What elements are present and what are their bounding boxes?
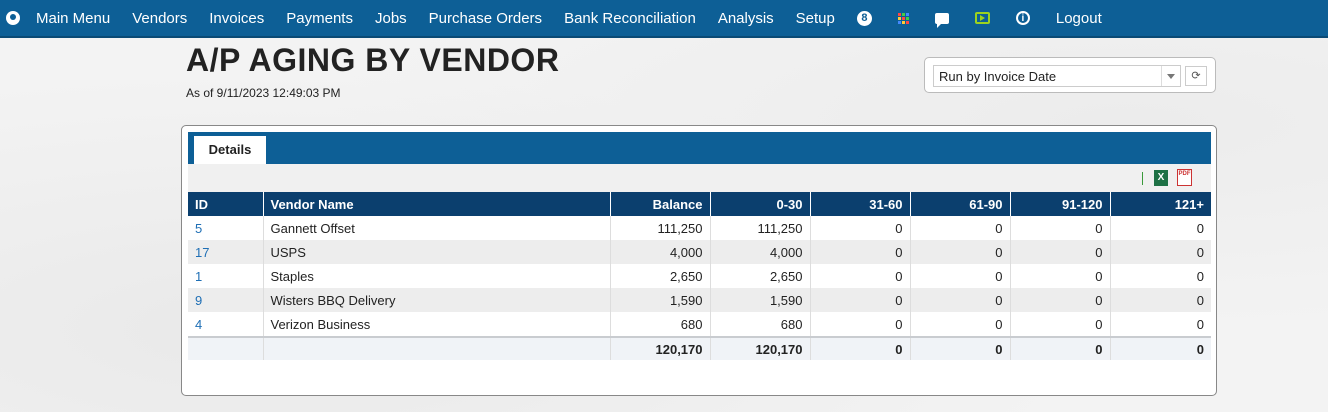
vendor-name: Staples <box>263 264 611 288</box>
aging-31-60-cell: 0 <box>810 264 911 288</box>
vendor-id-link[interactable]: 9 <box>188 288 264 312</box>
table-row: 5 Gannett Offset 111,250 111,250 0 0 0 0 <box>188 216 1211 240</box>
run-by-selected-value: Run by Invoice Date <box>939 69 1057 84</box>
aging-table: ID Vendor Name Balance 0-30 31-60 61-90 … <box>188 192 1211 360</box>
table-header-row: ID Vendor Name Balance 0-30 31-60 61-90 … <box>188 192 1211 216</box>
total-31-60: 0 <box>810 336 911 360</box>
aging-91-120-cell: 0 <box>1010 216 1111 240</box>
vendor-id-link[interactable]: 5 <box>188 216 264 240</box>
col-header-61-90[interactable]: 61-90 <box>910 192 1011 216</box>
vendor-id-link[interactable]: 4 <box>188 312 264 337</box>
balance-cell: 2,650 <box>610 264 711 288</box>
col-header-0-30[interactable]: 0-30 <box>710 192 811 216</box>
table-row: 1 Staples 2,650 2,650 0 0 0 0 <box>188 264 1211 288</box>
aging-61-90-cell: 0 <box>910 240 1011 264</box>
aging-121-plus-cell: 0 <box>1196 316 1204 332</box>
aging-121-plus-cell: 0 <box>1196 220 1204 236</box>
aging-61-90-cell: 0 <box>910 216 1011 240</box>
nav-logout[interactable]: Logout <box>1055 9 1102 27</box>
export-toolbar: X PDF <box>188 164 1211 192</box>
vendor-id-link[interactable]: 1 <box>188 264 264 288</box>
apps-grid-icon[interactable] <box>897 12 909 24</box>
aging-91-120-cell: 0 <box>1010 312 1111 337</box>
nav-bank-reconciliation[interactable]: Bank Reconciliation <box>564 9 696 27</box>
vendor-name: Verizon Business <box>263 312 611 337</box>
balance-cell: 1,590 <box>610 288 711 312</box>
details-panel: Details X PDF ID Vendor Name Balance 0-3… <box>181 125 1217 396</box>
run-by-box: Run by Invoice Date ⟳ <box>924 57 1216 93</box>
nav-main-menu[interactable]: Main Menu <box>36 9 111 27</box>
aging-61-90-cell: 0 <box>910 288 1011 312</box>
chat-icon[interactable] <box>934 12 949 28</box>
balance-cell: 4,000 <box>610 240 711 264</box>
totals-id-cell <box>188 336 264 360</box>
balance-cell: 111,250 <box>610 216 711 240</box>
total-0-30: 120,170 <box>710 336 811 360</box>
notification-badge-icon[interactable]: 8 <box>856 10 872 26</box>
aging-31-60-cell: 0 <box>810 312 911 337</box>
nav-vendors[interactable]: Vendors <box>132 9 188 27</box>
total-balance: 120,170 <box>610 336 711 360</box>
col-header-balance[interactable]: Balance <box>610 192 711 216</box>
refresh-button[interactable]: ⟳ <box>1185 66 1207 86</box>
aging-31-60-cell: 0 <box>810 288 911 312</box>
aging-0-30-cell: 2,650 <box>710 264 811 288</box>
total-91-120: 0 <box>1010 336 1111 360</box>
page-title: A/P AGING BY VENDOR <box>186 42 560 78</box>
pdf-export-icon[interactable]: PDF <box>1177 169 1192 186</box>
total-121-plus: 0 <box>1110 336 1211 360</box>
aging-121-plus-cell: 0 <box>1110 288 1211 312</box>
aging-0-30-cell: 111,250 <box>710 216 811 240</box>
excel-export-icon[interactable]: X <box>1154 170 1168 186</box>
col-header-121-plus[interactable]: 121+ <box>1110 192 1211 216</box>
table-row: 9 Wisters BBQ Delivery 1,590 1,590 0 0 0… <box>188 288 1211 312</box>
user-icon[interactable] <box>6 11 20 25</box>
aging-31-60-cell: 0 <box>810 216 911 240</box>
nav-analysis[interactable]: Analysis <box>717 9 774 27</box>
nav-invoices[interactable]: Invoices <box>209 9 265 27</box>
table-row: 4 Verizon Business 680 680 0 0 0 0 <box>188 312 1211 337</box>
table-row: 17 USPS 4,000 4,000 0 0 0 0 <box>188 240 1211 264</box>
col-header-vendor-name[interactable]: Vendor Name <box>263 192 611 216</box>
tab-bar: Details <box>188 132 1211 164</box>
video-tv-icon[interactable] <box>974 12 990 24</box>
totals-name-cell <box>263 336 611 360</box>
aging-31-60-cell: 0 <box>810 240 911 264</box>
aging-0-30-cell: 680 <box>710 312 811 337</box>
total-61-90: 0 <box>910 336 1011 360</box>
vendor-name: Wisters BBQ Delivery <box>263 288 611 312</box>
aging-0-30-cell: 4,000 <box>710 240 811 264</box>
aging-121-plus-cell: 0 <box>1110 240 1211 264</box>
aging-61-90-cell: 0 <box>910 264 1011 288</box>
col-header-id[interactable]: ID <box>188 192 264 216</box>
as-of-timestamp: As of 9/11/2023 12:49:03 PM <box>186 86 341 100</box>
aging-91-120-cell: 0 <box>1010 240 1111 264</box>
aging-121-plus-cell: 0 <box>1196 268 1204 284</box>
balance-cell: 680 <box>610 312 711 337</box>
toolbar-divider <box>1142 172 1143 185</box>
top-nav-bar: Main Menu Vendors Invoices Payments Jobs… <box>0 0 1328 38</box>
aging-91-120-cell: 0 <box>1010 264 1111 288</box>
info-icon[interactable]: i <box>1015 11 1030 25</box>
vendor-id-link[interactable]: 17 <box>188 240 264 264</box>
vendor-name: USPS <box>263 240 611 264</box>
col-header-91-120[interactable]: 91-120 <box>1010 192 1111 216</box>
aging-0-30-cell: 1,590 <box>710 288 811 312</box>
nav-setup[interactable]: Setup <box>795 9 835 27</box>
aging-61-90-cell: 0 <box>910 312 1011 337</box>
nav-jobs[interactable]: Jobs <box>374 9 407 27</box>
col-header-31-60[interactable]: 31-60 <box>810 192 911 216</box>
totals-row: 120,170 120,170 0 0 0 0 <box>188 336 1211 360</box>
vendor-name: Gannett Offset <box>263 216 611 240</box>
run-by-select[interactable]: Run by Invoice Date <box>933 65 1181 87</box>
nav-purchase-orders[interactable]: Purchase Orders <box>428 9 543 27</box>
tab-details[interactable]: Details <box>194 136 266 164</box>
chevron-down-icon[interactable] <box>1161 66 1180 86</box>
nav-payments[interactable]: Payments <box>286 9 353 27</box>
aging-91-120-cell: 0 <box>1010 288 1111 312</box>
